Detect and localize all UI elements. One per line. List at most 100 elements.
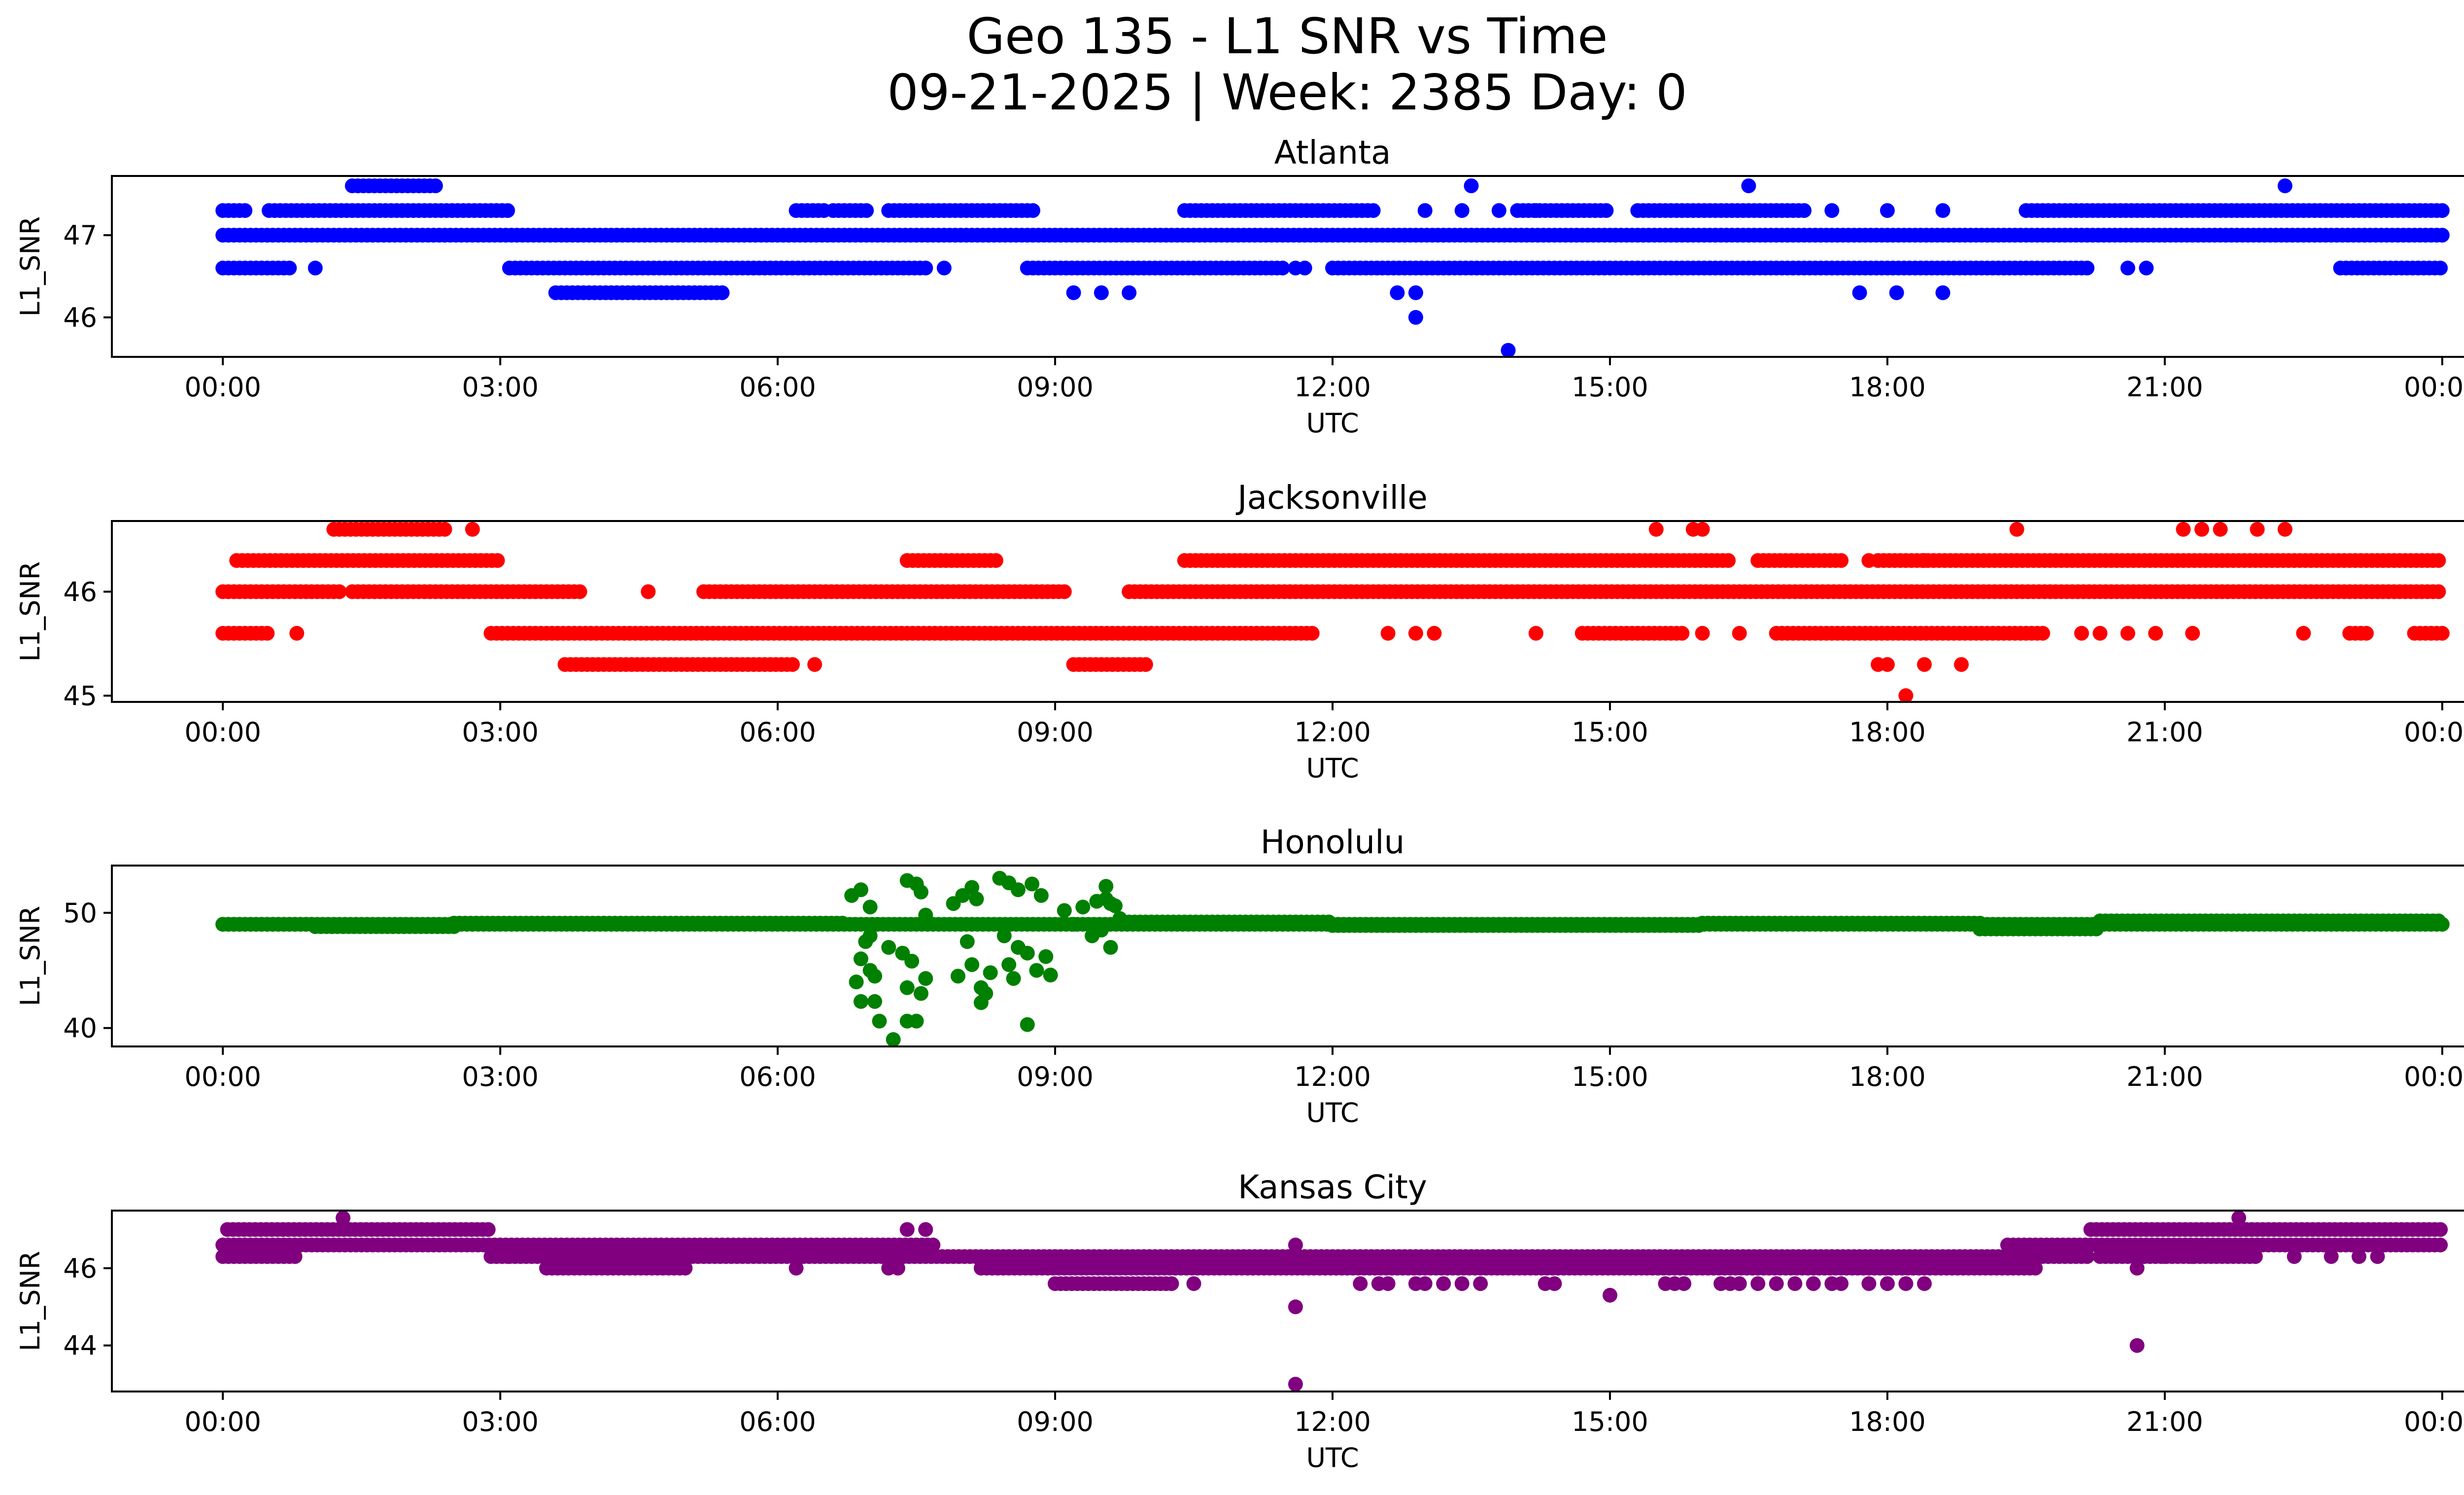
data-point <box>1436 1276 1451 1291</box>
panel-honolulu: Honolulu 00:00 03:00 06:00 09:00 12:00 15:00 18… <box>15 823 2464 1128</box>
y-tick-label: 46 <box>63 302 97 333</box>
x-tick-label: 03:00 <box>462 372 539 403</box>
data-point <box>1917 657 1932 672</box>
x-tick-label: 18:00 <box>1849 372 1926 403</box>
data-point <box>1769 1276 1784 1291</box>
data-point <box>1599 203 1614 218</box>
x-tick-label: 12:00 <box>1294 1061 1371 1092</box>
data-point <box>1741 178 1756 193</box>
data-point <box>964 957 980 972</box>
data-point <box>1001 957 1017 972</box>
data-point <box>2157 1249 2172 1264</box>
data-point <box>1824 203 1840 218</box>
data-point <box>2433 1222 2448 1237</box>
data-point <box>895 945 910 961</box>
data-point <box>1085 928 1100 943</box>
axes-frame <box>111 1210 2464 1392</box>
data-point <box>1880 1276 1895 1291</box>
x-tick-label: 21:00 <box>2126 717 2203 748</box>
data-point <box>287 1249 303 1264</box>
data-point <box>1020 945 1035 961</box>
data-point <box>2080 260 2095 276</box>
x-tick-label: 03:00 <box>462 1406 539 1437</box>
data-point <box>1066 917 1081 932</box>
data-point <box>2194 522 2209 537</box>
x-tick-label: 12:00 <box>1294 1406 1371 1437</box>
data-point <box>849 974 864 990</box>
data-point <box>886 1032 901 1046</box>
data-point <box>1454 1276 1470 1291</box>
x-tick-label: 06:00 <box>739 1061 816 1092</box>
data-point <box>1721 553 1736 568</box>
x-tick-label: 15:00 <box>1572 1061 1648 1092</box>
y-axis-label: L1_SNR <box>15 216 46 317</box>
data-point <box>854 994 868 1009</box>
data-point <box>2434 917 2450 932</box>
data-point <box>1880 203 1895 218</box>
data-point <box>1695 522 1710 537</box>
data-point <box>1288 1237 1303 1252</box>
data-point <box>1057 903 1072 918</box>
x-axis-label: UTC <box>1306 1442 1359 1473</box>
data-point <box>964 880 980 895</box>
data-point <box>1861 553 1877 568</box>
data-point <box>1288 1377 1303 1391</box>
data-point <box>2434 228 2450 243</box>
scatter-series <box>215 1211 2448 1391</box>
data-point <box>2035 626 2051 641</box>
data-point <box>1750 1276 1766 1291</box>
x-tick-label: 00:00 <box>184 717 261 748</box>
x-tick-label: 03:00 <box>462 1061 539 1092</box>
data-point <box>480 1222 496 1237</box>
data-point <box>437 522 452 537</box>
data-point <box>859 203 874 218</box>
data-point <box>715 285 730 300</box>
data-point <box>862 928 878 943</box>
data-point <box>1380 1276 1396 1291</box>
x-tick-label: 00:00 <box>2404 1061 2464 1092</box>
data-point <box>1297 260 1312 276</box>
chart-title: Geo 135 - L1 SNR vs Time <box>967 7 1608 65</box>
x-tick-label: 12:00 <box>1294 717 1371 748</box>
x-tick-label: 09:00 <box>1017 1061 1094 1092</box>
data-point <box>2080 1249 2095 1264</box>
data-point <box>1732 626 1747 641</box>
y-tick-label: 47 <box>63 220 97 251</box>
x-tick-label: 21:00 <box>2126 1061 2203 1092</box>
data-point <box>1491 203 1506 218</box>
data-point <box>2433 1237 2448 1252</box>
data-point <box>260 626 275 641</box>
data-point <box>1122 285 1137 300</box>
data-point <box>899 980 915 995</box>
data-point <box>2250 522 2265 537</box>
data-point <box>2213 522 2228 537</box>
panel-kansas-city: Kansas City 00:00 03:00 06:00 09:00 12:00 15:0… <box>15 1168 2464 1473</box>
x-tick-label: 18:00 <box>1849 1406 1926 1437</box>
data-point <box>1675 626 1690 641</box>
data-point <box>2028 1260 2043 1276</box>
data-point <box>428 178 443 193</box>
data-point <box>918 971 933 986</box>
x-tick-label: 00:00 <box>184 1061 261 1092</box>
data-point <box>854 882 868 898</box>
data-point <box>996 928 1012 943</box>
data-point <box>1464 178 1479 193</box>
data-point <box>1898 1276 1914 1291</box>
x-tick-label: 00:00 <box>184 1406 261 1437</box>
data-point <box>490 553 505 568</box>
y-tick-label: 46 <box>63 576 97 607</box>
data-point <box>1186 1276 1201 1291</box>
data-point <box>1408 285 1423 300</box>
data-point <box>969 891 984 906</box>
data-point <box>336 1211 351 1225</box>
data-point <box>1797 203 1812 218</box>
data-point <box>2277 178 2293 193</box>
data-point <box>2185 626 2200 641</box>
data-point <box>1164 1276 1179 1291</box>
data-point <box>1304 626 1320 641</box>
data-point <box>1417 203 1433 218</box>
x-tick-label: 09:00 <box>1017 1406 1094 1437</box>
data-point <box>872 1013 887 1029</box>
data-point <box>788 1260 804 1276</box>
data-point <box>2431 553 2446 568</box>
